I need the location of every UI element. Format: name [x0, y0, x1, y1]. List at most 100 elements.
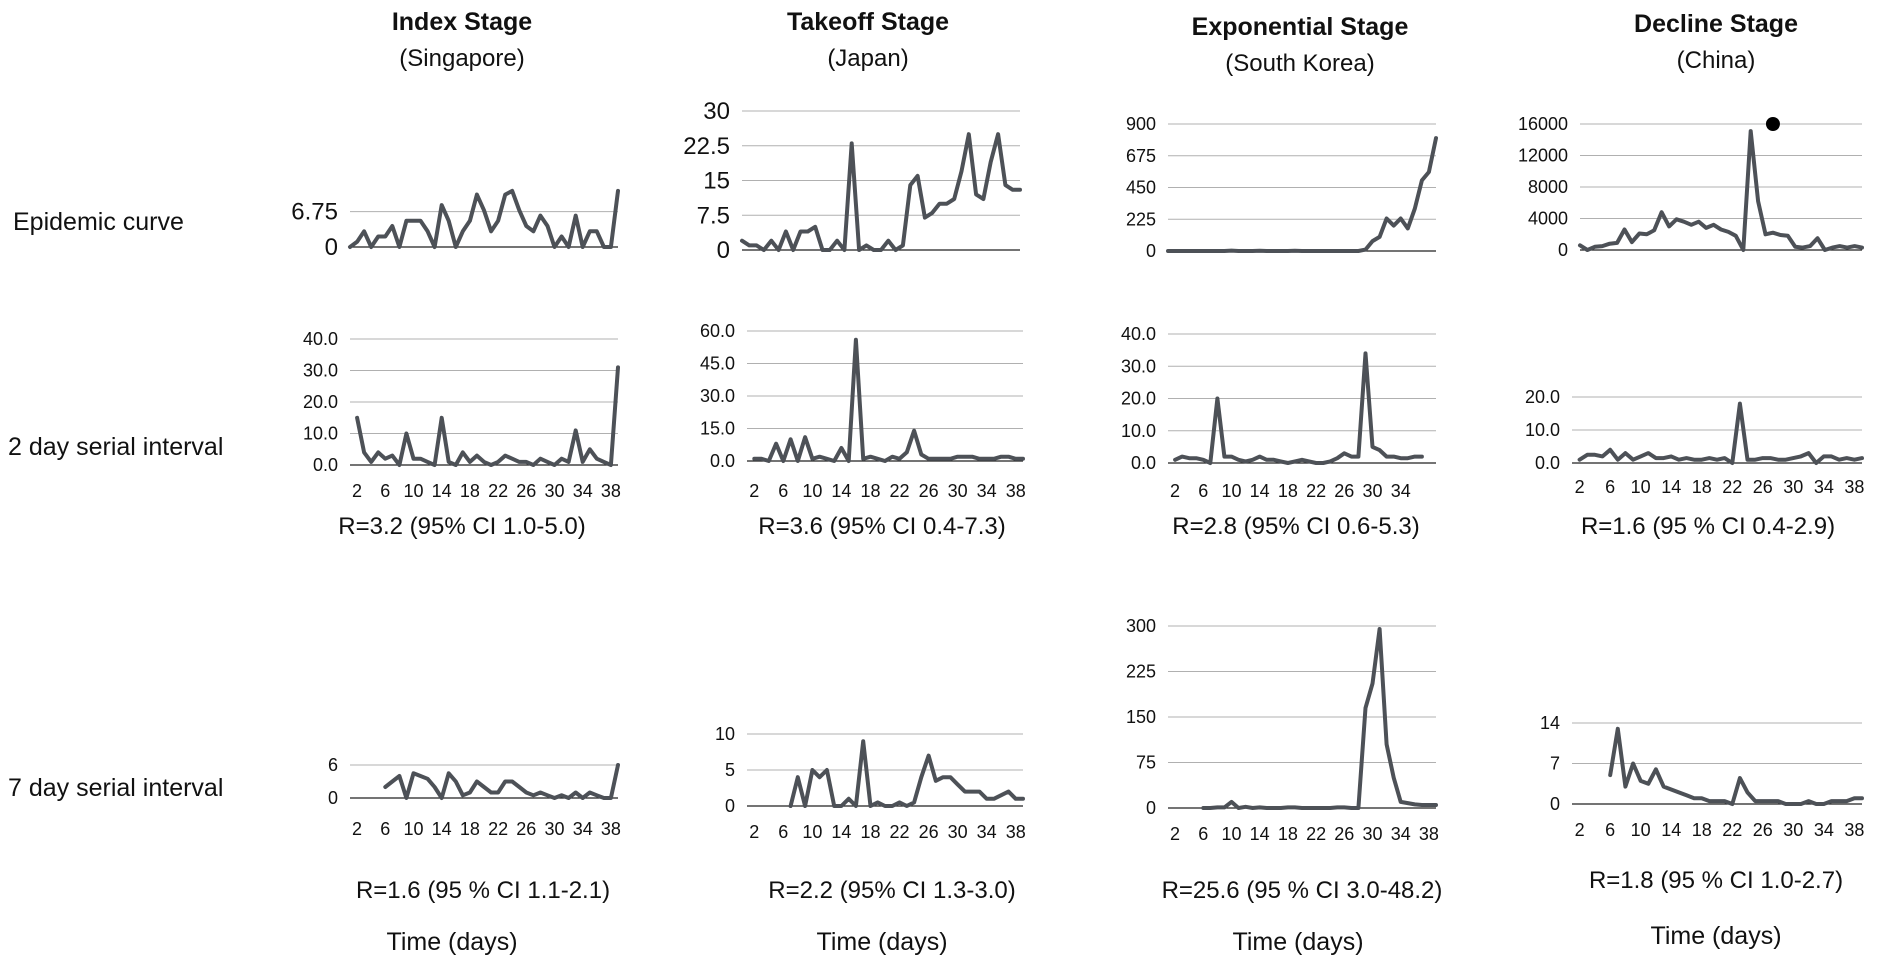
x-tick-label: 26: [516, 819, 536, 839]
x-tick-label: 34: [977, 822, 997, 842]
x-tick-label: 14: [432, 819, 452, 839]
x-tick-label: 38: [1006, 822, 1026, 842]
series-line: [1166, 136, 1438, 253]
y-tick-label: 0: [1550, 794, 1560, 814]
x-tick-label: 10: [1221, 824, 1241, 844]
x-tick-label: 34: [573, 481, 593, 501]
x-tick-label: 34: [1814, 477, 1834, 497]
y-tick-label: 16000: [1518, 114, 1568, 134]
series-line: [1608, 726, 1864, 806]
series-line: [1201, 627, 1438, 810]
x-tick-label: 14: [831, 822, 851, 842]
col-subtitle-exponential: (South Korea): [1225, 50, 1374, 77]
col-title-decline: Decline Stage: [1634, 10, 1798, 38]
charts-layer: 06.7507.51522.53002254506759000400080001…: [291, 98, 1864, 844]
x-tick-label: 22: [1306, 824, 1326, 844]
series-line: [752, 337, 1025, 463]
series-line: [383, 763, 620, 800]
y-tick-label: 10: [715, 724, 735, 744]
x-tick-label: 2: [749, 481, 759, 501]
x-tick-label: 14: [1250, 824, 1270, 844]
chart-epi-singapore: 06.75: [291, 188, 620, 261]
x-tick-label: 6: [778, 481, 788, 501]
y-tick-label: 7.5: [697, 202, 730, 229]
y-tick-label: 8000: [1528, 177, 1568, 197]
y-tick-label: 60.0: [700, 321, 735, 341]
x-tick-label: 34: [573, 819, 593, 839]
col-subtitle-decline: (China): [1677, 47, 1756, 74]
x-tick-label: 2: [352, 481, 362, 501]
x-tick-label: 34: [977, 481, 997, 501]
x-tick-label: 26: [919, 822, 939, 842]
x-tick-label: 22: [890, 822, 910, 842]
col-title-index: Index Stage: [392, 8, 532, 36]
x-tick-label: 30: [948, 481, 968, 501]
x-tick-label: 22: [1306, 481, 1326, 501]
x-tick-label: 10: [1631, 820, 1651, 840]
x-tick-label: 30: [545, 481, 565, 501]
col-subtitle-takeoff: (Japan): [827, 45, 908, 72]
x-tick-label: 18: [1692, 477, 1712, 497]
y-tick-label: 7: [1550, 754, 1560, 774]
y-tick-label: 0.0: [1131, 453, 1156, 473]
y-tick-label: 10.0: [1121, 421, 1156, 441]
x-tick-label: 22: [1722, 477, 1742, 497]
x-tick-label: 26: [516, 481, 536, 501]
y-tick-label: 14: [1540, 713, 1560, 733]
row-label-epidemic: Epidemic curve: [13, 208, 184, 236]
y-tick-label: 0.0: [313, 455, 338, 475]
series-line: [348, 188, 620, 249]
x-tick-label: 22: [488, 819, 508, 839]
chart-si2-korea: 0.010.020.030.040.02 6 10 14 18 22 26 30 34: [1121, 324, 1436, 501]
x-tick-label: 10: [802, 822, 822, 842]
col-subtitle-index: (Singapore): [399, 45, 524, 72]
r-text-2day-exponential: R=2.8 (95% CI 0.6-5.3): [1172, 513, 1419, 540]
x-tick-label: 10: [1221, 481, 1241, 501]
y-tick-label: 0: [717, 237, 730, 264]
x-tick-label: 2: [352, 819, 362, 839]
y-tick-label: 4000: [1528, 209, 1568, 229]
x-tick-label: 26: [1334, 824, 1354, 844]
x-axis-title-exponential: Time (days): [1232, 928, 1363, 955]
x-tick-label: 6: [1198, 824, 1208, 844]
y-tick-label: 20.0: [1525, 387, 1560, 407]
x-tick-label: 18: [460, 819, 480, 839]
y-tick-label: 15.0: [700, 419, 735, 439]
y-tick-label: 75: [1136, 753, 1156, 773]
x-tick-label: 10: [1631, 477, 1651, 497]
x-tick-label: 6: [778, 822, 788, 842]
x-tick-label: 10: [802, 481, 822, 501]
x-tick-label: 34: [1391, 481, 1411, 501]
y-tick-label: 20.0: [1121, 389, 1156, 409]
x-tick-label: 22: [488, 481, 508, 501]
series-line: [740, 132, 1022, 252]
x-tick-label: 10: [403, 819, 423, 839]
x-tick-label: 30: [545, 819, 565, 839]
chart-si2-japan: 0.015.030.045.060.02 6 10 14 18 22 26 30 34 38: [700, 321, 1026, 501]
y-tick-label: 0: [325, 234, 338, 261]
y-tick-label: 0.0: [710, 451, 735, 471]
x-tick-label: 18: [860, 481, 880, 501]
series-line: [1577, 401, 1864, 465]
y-tick-label: 30: [703, 98, 730, 125]
r-text-7day-decline: R=1.8 (95 % CI 1.0-2.7): [1589, 867, 1843, 894]
x-tick-label: 38: [1844, 477, 1864, 497]
row-label-7day: 7 day serial interval: [8, 774, 223, 802]
x-tick-label: 14: [1661, 477, 1681, 497]
x-tick-label: 2: [1170, 824, 1180, 844]
r-text-2day-index: R=3.2 (95% CI 1.0-5.0): [338, 513, 585, 540]
y-tick-label: 22.5: [683, 133, 730, 160]
y-tick-label: 0: [1146, 241, 1156, 261]
x-tick-label: 26: [1753, 477, 1773, 497]
chart-epi-china: 0 4000 8000 12000 16000: [1518, 114, 1864, 260]
x-tick-label: 22: [1722, 820, 1742, 840]
row-label-2day: 2 day serial interval: [8, 433, 223, 461]
x-tick-label: 6: [1605, 820, 1615, 840]
x-tick-label: 6: [380, 819, 390, 839]
y-tick-label: 0: [328, 788, 338, 808]
x-tick-label: 14: [1250, 481, 1270, 501]
x-tick-label: 6: [1198, 481, 1208, 501]
x-tick-label: 6: [1605, 477, 1615, 497]
